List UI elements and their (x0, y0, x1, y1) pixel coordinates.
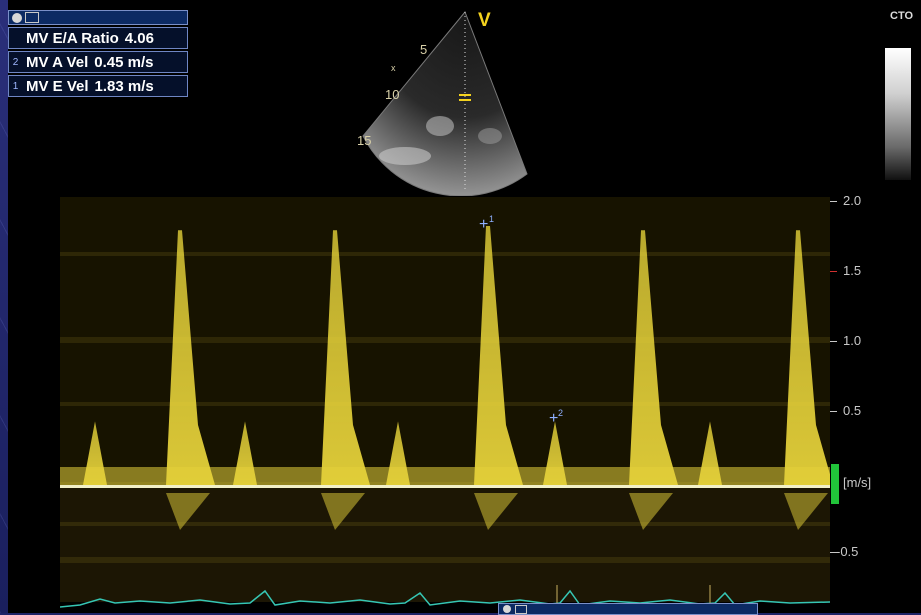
scale-label: 2.0 (843, 193, 862, 208)
measurement-index: 1 (12, 80, 19, 92)
scale-tick (830, 552, 837, 553)
e-wave-envelope (784, 230, 830, 485)
spectral-doppler-trace (60, 197, 830, 602)
e-wave-mirror (474, 493, 518, 530)
doppler-baseline[interactable] (60, 485, 830, 488)
measurement-panel-titlebar[interactable] (8, 10, 188, 25)
scale-label: 1.5 (843, 263, 862, 278)
a-wave-cursor[interactable]: + (549, 410, 559, 427)
e-wave-cursor-index: 1 (489, 214, 495, 224)
e-wave-mirror (629, 493, 673, 530)
measurement-label: MV A Vel (26, 53, 89, 71)
measurement-value: 1.83 m/s (94, 77, 154, 95)
depth-mark-5: 5 (420, 42, 428, 57)
measurement-row-e-vel[interactable]: 1 MV E Vel 1.83 m/s (8, 75, 188, 97)
a-wave-cursor-index: 2 (558, 408, 564, 418)
doppler-speckle-band (60, 557, 830, 563)
measurement-value: 4.06 (124, 29, 154, 47)
depth-mark-15: 15 (357, 133, 372, 148)
e-wave-envelope (321, 230, 370, 485)
probe-orientation-marker: V (478, 10, 491, 31)
scale-label: 1.0 (843, 333, 862, 348)
circle-icon[interactable] (503, 605, 511, 613)
e-wave-mirror (166, 493, 210, 530)
scale-tick (830, 201, 837, 202)
e-wave-envelope (166, 230, 215, 485)
doppler-speckle-band (60, 337, 830, 343)
scale-tick (830, 271, 837, 272)
window-icon[interactable] (25, 12, 39, 23)
velocity-scale-marker (831, 464, 839, 504)
scale-label: 0.5 (843, 403, 862, 418)
measurement-label: MV E Vel (26, 77, 89, 95)
velocity-units-label: [m/s] (843, 475, 872, 490)
baseline-noise-band (60, 467, 830, 485)
scale-tick (830, 341, 837, 342)
focus-marker: x (391, 63, 396, 73)
doppler-speckle-band (60, 402, 830, 406)
doppler-speckle-band (60, 252, 830, 256)
e-wave-envelope (629, 230, 678, 485)
measurement-label: MV E/A Ratio (26, 29, 119, 47)
secondary-panel-titlebar[interactable] (498, 603, 758, 615)
e-wave-mirror (784, 493, 828, 530)
e-wave-cursor[interactable]: + (479, 216, 489, 233)
measurement-row-ea-ratio[interactable]: MV E/A Ratio 4.06 (8, 27, 188, 49)
e-wave-mirror (321, 493, 365, 530)
measurement-row-a-vel[interactable]: 2 MV A Vel 0.45 m/s (8, 51, 188, 73)
circle-icon[interactable] (12, 12, 22, 23)
cto-label: CTO (890, 10, 914, 22)
e-wave-envelope (474, 226, 523, 485)
measurement-panel: MV E/A Ratio 4.06 2 MV A Vel 0.45 m/s 1 … (8, 10, 188, 97)
grayscale-bar (885, 48, 911, 180)
depth-mark-10: 10 (385, 87, 400, 102)
2d-sector-image (362, 11, 528, 196)
doppler-speckle-band (60, 522, 830, 526)
scale-tick (830, 411, 837, 412)
scale-label: -0.5 (836, 544, 859, 559)
measurement-value: 0.45 m/s (94, 53, 154, 71)
measurement-index: 2 (12, 56, 19, 68)
